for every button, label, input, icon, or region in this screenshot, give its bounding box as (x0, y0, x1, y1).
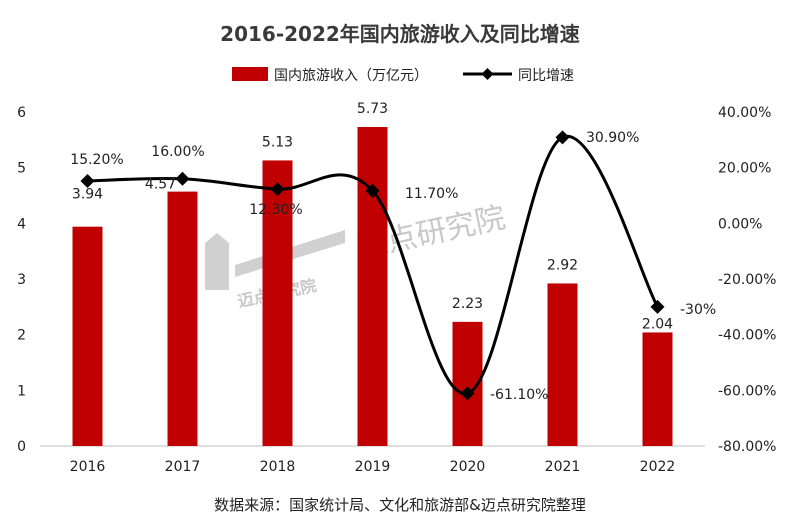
chart-title: 2016-2022年国内旅游收入及同比增速 (220, 22, 580, 46)
bar-value-label: 5.73 (357, 101, 388, 117)
diamond-marker (555, 130, 570, 145)
bar (357, 127, 388, 446)
y-right-tick-label: 40.00% (718, 105, 771, 121)
bar (547, 283, 578, 446)
y-right-tick-label: -80.00% (718, 439, 776, 455)
y-right-tick-label: -20.00% (718, 272, 776, 288)
y-left-tick-label: 5 (17, 161, 26, 177)
axes: 0 1 2 3 4 5 6 -80.00% -60.00% -40.00% -20.00% 0.00%… (17, 105, 776, 475)
bar (262, 160, 293, 446)
bar-value-label: 2.92 (547, 257, 578, 273)
growth-line (87, 134, 659, 395)
line-series (80, 130, 665, 401)
bar (72, 226, 103, 446)
x-tick-label: 2021 (545, 459, 581, 475)
bar-value-label: 3.94 (72, 187, 103, 203)
legend: 国内旅游收入（万亿元） 同比增速 (232, 67, 574, 84)
y-left-tick-label: 6 (17, 105, 26, 121)
x-tick-label: 2017 (165, 459, 201, 475)
line-value-label: 16.00% (151, 144, 204, 160)
x-tick-label: 2016 (70, 459, 106, 475)
y-right-tick-label: 0.00% (718, 216, 762, 232)
bar-value-label: 5.13 (262, 134, 293, 150)
line-value-label: -30% (680, 302, 716, 318)
line-value-label: 15.20% (70, 152, 123, 168)
diamond-marker (80, 174, 95, 189)
y-left-tick-label: 3 (17, 272, 26, 288)
legend-bar-label: 国内旅游收入（万亿元） (274, 68, 428, 84)
legend-diamond-icon (481, 68, 494, 80)
bar (167, 191, 198, 446)
bar-value-label: 4.57 (145, 177, 176, 193)
line-value-label: -61.10% (490, 387, 548, 403)
bar-series (72, 127, 673, 446)
x-tick-label: 2018 (260, 459, 296, 475)
diamond-marker (460, 386, 475, 401)
legend-bar-swatch (232, 67, 268, 81)
bar-value-label: 2.23 (452, 296, 483, 312)
line-value-label: 11.70% (405, 186, 458, 202)
y-right-tick-label: 20.00% (718, 161, 771, 177)
y-left-tick-label: 2 (17, 328, 26, 344)
line-value-label: 12.30% (249, 202, 302, 218)
source-note: 数据来源：国家统计局、文化和旅游部&迈点研究院整理 (214, 496, 586, 514)
y-left-tick-label: 1 (17, 383, 26, 399)
legend-line-label: 同比增速 (518, 68, 574, 84)
x-tick-label: 2019 (355, 459, 391, 475)
diamond-marker (365, 183, 380, 198)
x-tick-label: 2020 (450, 459, 486, 475)
bar-value-label: 2.04 (642, 316, 673, 332)
bar (642, 332, 673, 446)
y-right-tick-label: -40.00% (718, 328, 776, 344)
data-labels: 3.94 4.57 5.13 5.73 2.23 2.92 2.04 15.20% 16.00%… (70, 101, 716, 403)
diamond-marker (270, 182, 285, 197)
y-left-tick-label: 0 (17, 439, 26, 455)
line-value-label: 30.90% (586, 130, 639, 146)
x-tick-label: 2022 (640, 459, 676, 475)
diamond-marker (650, 299, 665, 314)
y-left-tick-label: 4 (17, 216, 26, 232)
y-right-tick-label: -60.00% (718, 383, 776, 399)
diamond-marker (175, 171, 190, 186)
